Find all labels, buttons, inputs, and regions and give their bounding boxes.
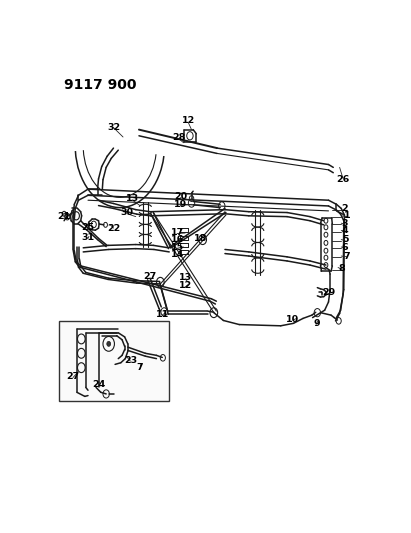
- Text: 1: 1: [344, 211, 350, 220]
- Text: 6: 6: [342, 243, 349, 252]
- Text: 7: 7: [344, 252, 350, 261]
- Bar: [59, 321, 169, 401]
- Text: 3: 3: [342, 219, 348, 228]
- Text: 17: 17: [171, 228, 184, 237]
- Text: 16: 16: [171, 235, 184, 244]
- Text: 29: 29: [323, 288, 336, 297]
- Text: 30: 30: [121, 208, 134, 217]
- Text: 31: 31: [81, 232, 95, 241]
- Text: 8: 8: [339, 264, 345, 273]
- Text: 12: 12: [178, 281, 192, 290]
- Text: 27: 27: [67, 372, 80, 381]
- Text: 19: 19: [174, 200, 187, 209]
- Text: 4: 4: [342, 226, 349, 235]
- Text: 11: 11: [156, 310, 169, 319]
- Text: 13: 13: [179, 273, 192, 282]
- Text: 10: 10: [286, 314, 299, 324]
- Text: 28: 28: [172, 133, 185, 142]
- Text: 15: 15: [171, 243, 184, 252]
- Text: 21: 21: [57, 212, 70, 221]
- Text: 2: 2: [342, 204, 349, 213]
- Text: 22: 22: [107, 224, 120, 232]
- Text: 23: 23: [124, 356, 137, 365]
- Circle shape: [107, 342, 111, 346]
- Text: 20: 20: [174, 191, 187, 200]
- Text: 9: 9: [313, 319, 320, 328]
- Text: 14: 14: [171, 250, 184, 259]
- Text: 12: 12: [182, 116, 195, 125]
- Text: 13: 13: [126, 194, 139, 203]
- Text: 18: 18: [194, 234, 207, 243]
- Text: 9117 900: 9117 900: [64, 78, 136, 92]
- Text: 25: 25: [81, 223, 95, 232]
- Text: 24: 24: [92, 381, 105, 390]
- Text: 5: 5: [342, 235, 348, 244]
- Text: 26: 26: [336, 175, 349, 184]
- Text: 7: 7: [136, 363, 143, 372]
- Text: 32: 32: [107, 123, 120, 132]
- Text: 27: 27: [143, 272, 156, 281]
